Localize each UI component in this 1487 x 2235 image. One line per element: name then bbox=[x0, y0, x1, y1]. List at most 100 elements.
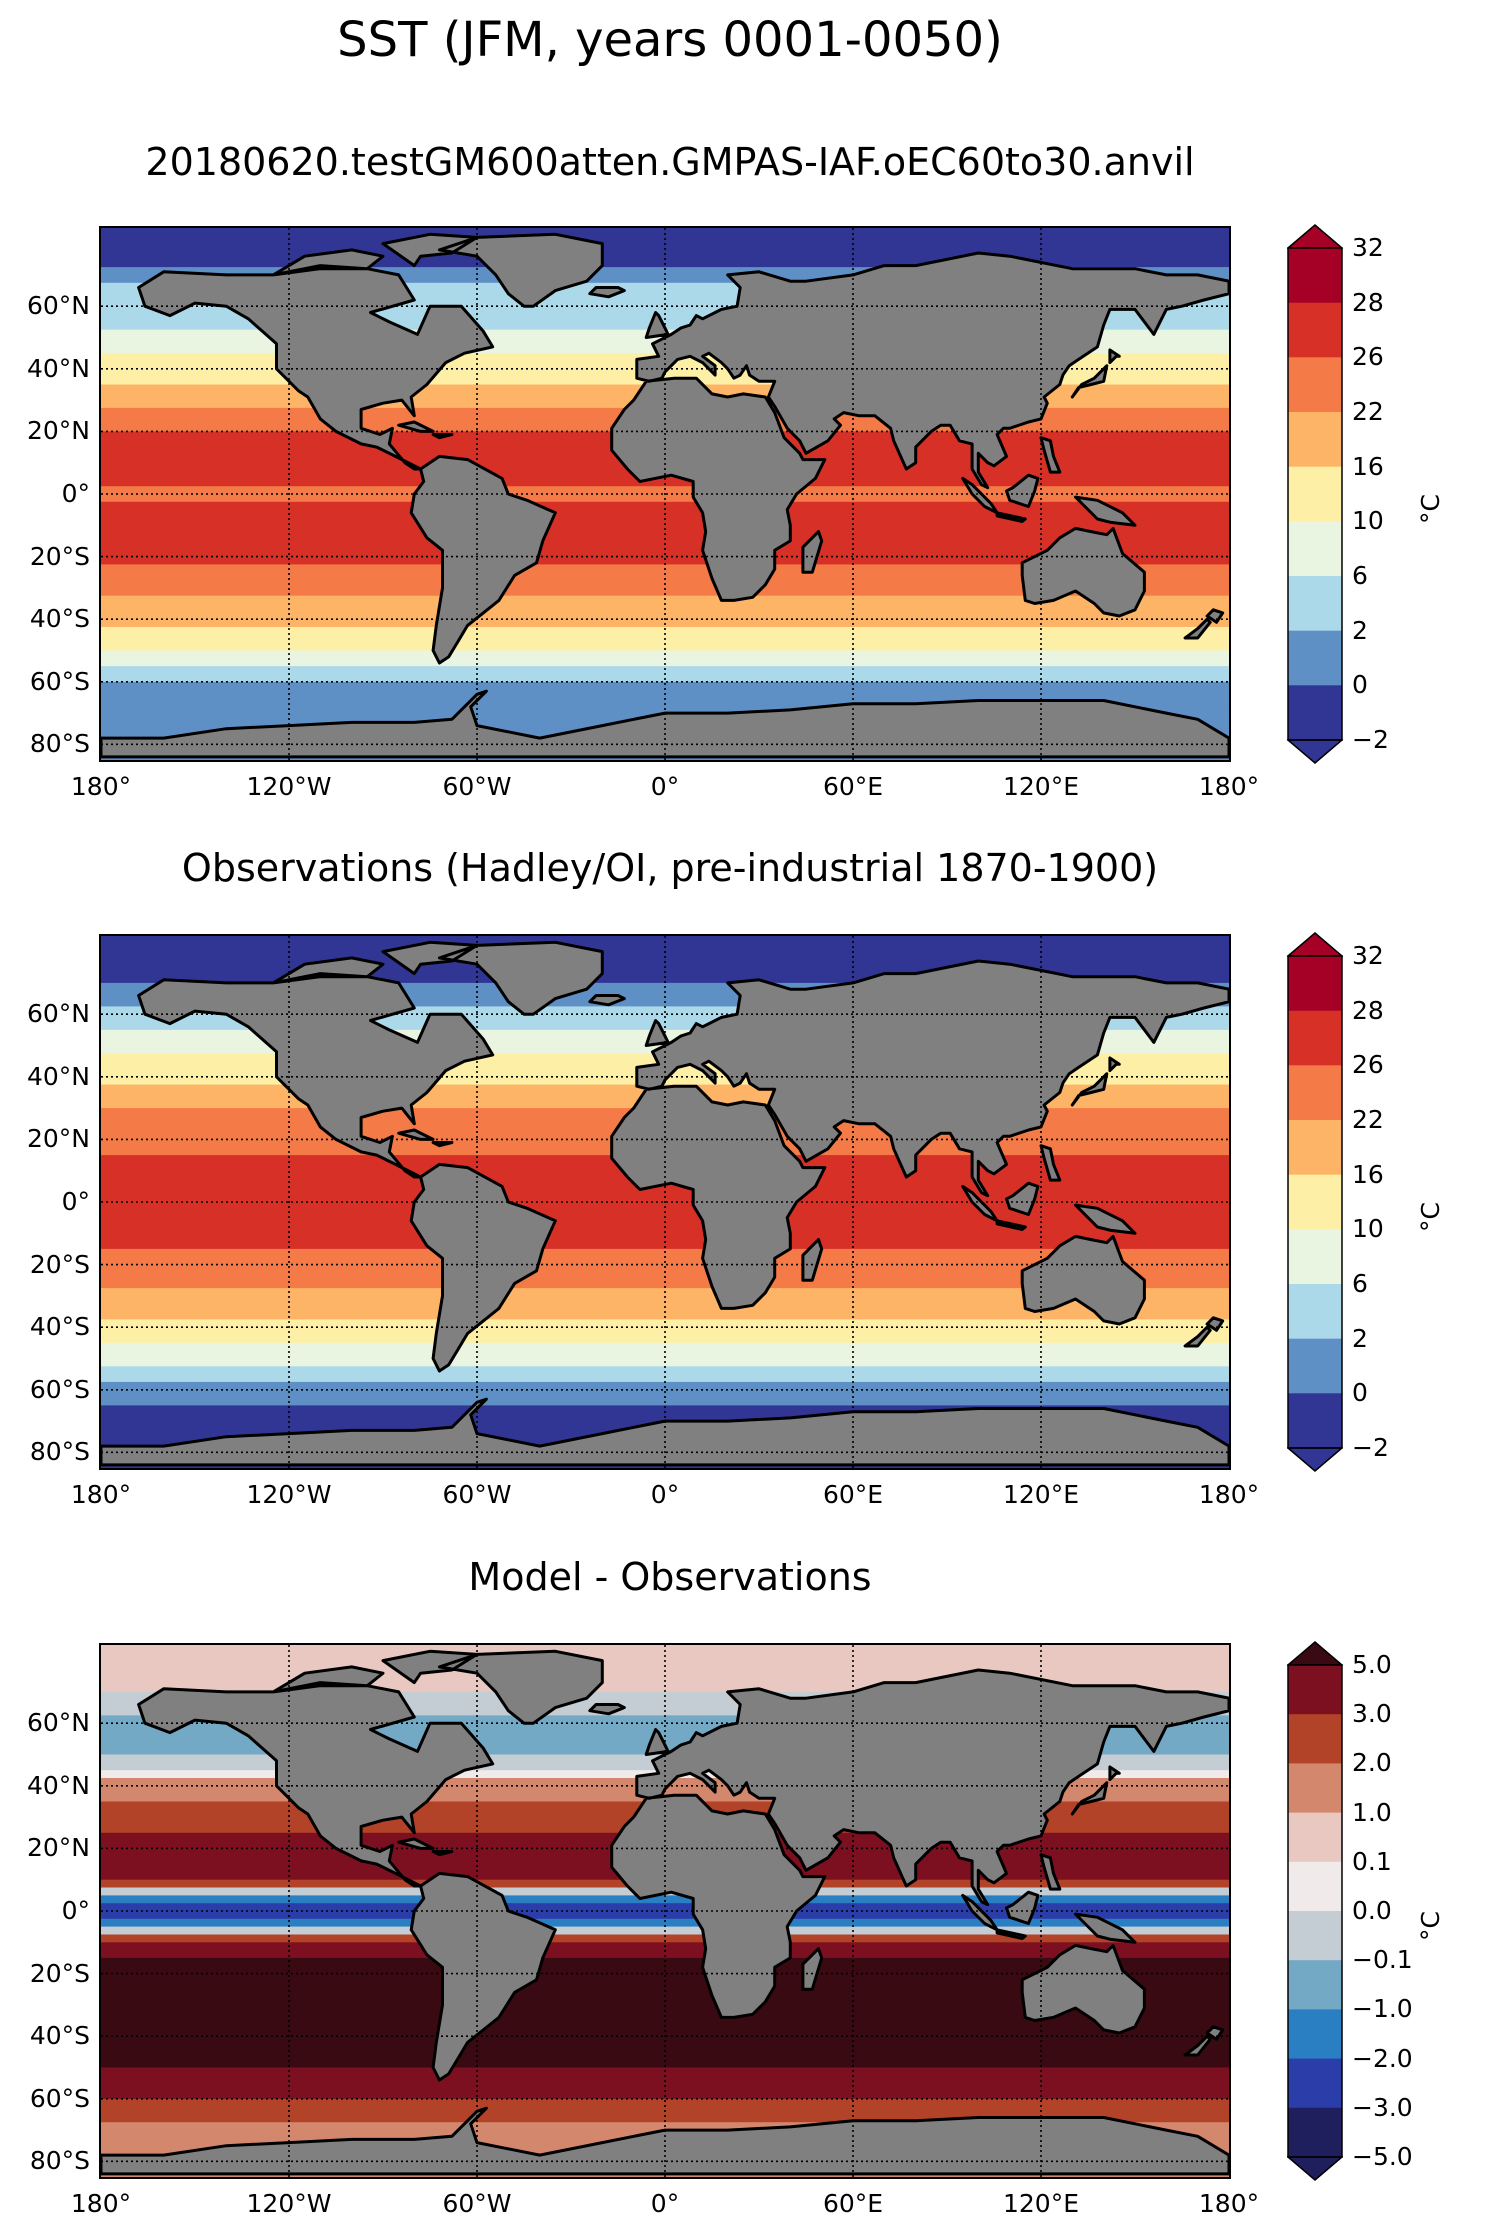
sst-band bbox=[101, 1989, 1229, 1998]
y-tick-label: 40°S bbox=[29, 1312, 90, 1342]
y-tick-label: 40°N bbox=[26, 1061, 90, 1091]
sst-band bbox=[101, 1014, 1229, 1023]
colorbar-extend-max bbox=[1287, 224, 1343, 249]
sst-band bbox=[101, 627, 1229, 636]
y-tick-label: 60°S bbox=[29, 666, 90, 696]
colorbar-tick-label: 0 bbox=[1352, 1378, 1368, 1408]
sst-band bbox=[101, 1350, 1229, 1359]
x-tick-label: 60°W bbox=[442, 772, 512, 801]
x-tick-label: 0° bbox=[650, 2189, 680, 2218]
sst-band bbox=[101, 2075, 1229, 2084]
panel1-title: 20180620.testGM600atten.GMPAS-IAF.oEC60t… bbox=[145, 140, 1195, 184]
colorbar-tick-label: 0.1 bbox=[1352, 1846, 1392, 1876]
colorbar-segment bbox=[1288, 466, 1342, 522]
sst-band bbox=[101, 2083, 1229, 2092]
colorbar-tick-label: −2.0 bbox=[1352, 2043, 1413, 2073]
y-tick-label: 20°S bbox=[29, 1249, 90, 1279]
colorbar-segment bbox=[1288, 521, 1342, 577]
panel1-heatmap bbox=[101, 228, 1229, 760]
colorbar-extend-max bbox=[1287, 932, 1343, 957]
sst-band bbox=[101, 1895, 1229, 1904]
sst-band bbox=[101, 2044, 1229, 2053]
sst-band bbox=[101, 478, 1229, 487]
sst-band bbox=[101, 2114, 1229, 2123]
y-tick-label: 40°S bbox=[29, 604, 90, 634]
y-tick-label: 20°S bbox=[29, 1958, 90, 1988]
sst-band bbox=[101, 1280, 1229, 1289]
colorbar-tick-label: 22 bbox=[1352, 397, 1384, 426]
continents bbox=[101, 1649, 1229, 2176]
colorbar-segment bbox=[1288, 1174, 1342, 1230]
y-tick-label: 0° bbox=[61, 479, 90, 508]
x-tick-label: 180° bbox=[1198, 772, 1260, 801]
sst-band bbox=[101, 306, 1229, 315]
sst-band bbox=[101, 975, 1229, 984]
panel1-map bbox=[99, 226, 1231, 762]
y-tick-label: 0° bbox=[61, 1896, 90, 1925]
colorbar-segment bbox=[1288, 1960, 1342, 2010]
colorbar-tick-label: −1.0 bbox=[1352, 1994, 1413, 2024]
sst-band bbox=[101, 572, 1229, 581]
colorbar-segment bbox=[1288, 302, 1342, 358]
colorbar-tick-label: 6 bbox=[1352, 561, 1368, 590]
colorbar-tick-label: 3.0 bbox=[1352, 1699, 1392, 1729]
sst-band bbox=[101, 1225, 1229, 1234]
y-tick-label: 20°S bbox=[29, 541, 90, 571]
sst-band bbox=[101, 1723, 1229, 1732]
sst-band bbox=[101, 1366, 1229, 1375]
colorbar-extend-min bbox=[1287, 1447, 1343, 1472]
colorbar-tick-label: 1.0 bbox=[1352, 1797, 1392, 1827]
sst-band bbox=[101, 603, 1229, 612]
sst-band bbox=[101, 2020, 1229, 2029]
colorbar-segment bbox=[1288, 956, 1342, 1012]
colorbar-units-label: °C bbox=[1416, 1202, 1445, 1232]
sst-band bbox=[101, 1684, 1229, 1693]
colorbar-segment bbox=[1288, 1911, 1342, 1961]
colorbar-segment bbox=[1288, 1010, 1342, 1066]
y-tick-label: 40°N bbox=[26, 1770, 90, 1800]
x-tick-label: 120°E bbox=[1002, 1480, 1079, 1509]
colorbar-segment bbox=[1288, 630, 1342, 686]
colorbar-frame bbox=[1287, 247, 1343, 741]
sst-band bbox=[101, 658, 1229, 667]
sst-band bbox=[101, 298, 1229, 307]
colorbar-units-label: °C bbox=[1416, 494, 1445, 524]
panel2-map bbox=[99, 934, 1231, 1470]
colorbar-tick-label: 16 bbox=[1352, 451, 1384, 481]
sst-band bbox=[101, 1389, 1229, 1399]
y-tick-label: 0° bbox=[61, 1187, 90, 1216]
colorbar-tick-label: 16 bbox=[1352, 1159, 1384, 1189]
y-tick-label: 80°S bbox=[29, 1437, 90, 1467]
colorbar-tick-label: 2.0 bbox=[1352, 1748, 1392, 1778]
colorbar-segment bbox=[1288, 248, 1342, 304]
sst-band bbox=[101, 936, 1229, 945]
sst-band bbox=[101, 1264, 1229, 1273]
sst-band bbox=[101, 1319, 1229, 1328]
colorbar-extend-min bbox=[1287, 2156, 1343, 2181]
panel2-colorbar bbox=[1287, 932, 1343, 1472]
sst-band bbox=[101, 243, 1229, 252]
sst-band bbox=[101, 1918, 1229, 1928]
colorbar-tick-label: 10 bbox=[1352, 506, 1384, 536]
sst-band bbox=[101, 990, 1229, 1000]
colorbar-segment bbox=[1288, 1812, 1342, 1863]
colorbar-segment bbox=[1288, 576, 1342, 632]
sst-band bbox=[101, 1295, 1229, 1305]
sst-band bbox=[101, 1335, 1229, 1344]
colorbar-segment bbox=[1288, 1393, 1342, 1449]
x-tick-label: 180° bbox=[1198, 2189, 1260, 2218]
x-tick-label: 120°E bbox=[1002, 2189, 1079, 2218]
panel3-heatmap bbox=[101, 1645, 1229, 2177]
colorbar-tick-label: −2 bbox=[1352, 1433, 1389, 1462]
sst-band bbox=[101, 2028, 1229, 2037]
colorbar-segment bbox=[1288, 1065, 1342, 1121]
colorbar-tick-label: 28 bbox=[1352, 995, 1384, 1025]
colorbar-tick-label: −0.1 bbox=[1352, 1945, 1413, 1975]
panel1-colorbar bbox=[1287, 224, 1343, 764]
y-tick-label: 20°N bbox=[26, 1124, 90, 1154]
colorbar-frame bbox=[1287, 1664, 1343, 2158]
sst-band bbox=[101, 486, 1229, 495]
colorbar-segment bbox=[1288, 1338, 1342, 1394]
sst-band bbox=[101, 1715, 1229, 1724]
sst-band bbox=[101, 267, 1229, 276]
